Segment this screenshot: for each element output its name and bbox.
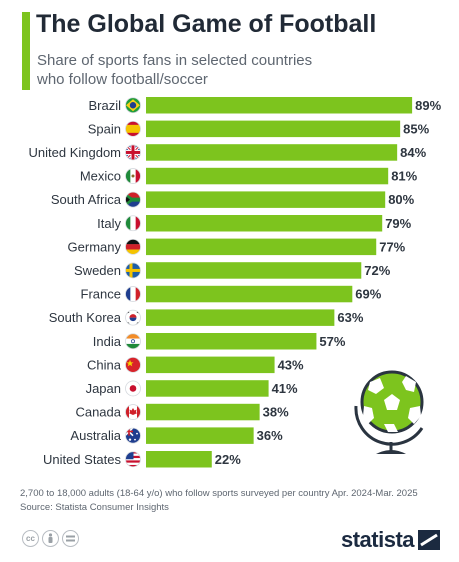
flag-germany-icon bbox=[125, 238, 141, 255]
value-label: 63% bbox=[337, 310, 363, 325]
soccer-ball-globe-icon bbox=[354, 370, 424, 454]
category-label: United States bbox=[43, 452, 122, 467]
chart-subtitle: Share of sports fans in selected countri… bbox=[37, 52, 313, 88]
statista-logo-icon bbox=[418, 530, 441, 550]
value-label: 85% bbox=[403, 121, 429, 136]
bar-india bbox=[146, 333, 317, 350]
value-label: 36% bbox=[257, 428, 283, 443]
bar-japan bbox=[146, 380, 269, 397]
chart-title: The Global Game of Football bbox=[36, 10, 377, 38]
flag-south-africa-icon bbox=[125, 191, 141, 208]
source-note: Source: Statista Consumer Insights bbox=[20, 502, 169, 513]
value-label: 79% bbox=[385, 216, 411, 231]
value-label: 89% bbox=[415, 98, 441, 113]
bar-united-states bbox=[146, 451, 212, 468]
flag-united-kingdom-icon bbox=[125, 144, 141, 161]
flag-italy-icon bbox=[125, 215, 141, 232]
footnote: 2,700 to 18,000 adults (18-64 y/o) who f… bbox=[20, 487, 450, 515]
bar-united-kingdom bbox=[146, 144, 398, 161]
value-label: 22% bbox=[215, 452, 241, 467]
flag-australia-icon bbox=[125, 427, 141, 444]
category-label: Japan bbox=[86, 381, 121, 396]
bar-south-korea bbox=[146, 309, 335, 326]
category-label: Brazil bbox=[88, 98, 121, 113]
bar-germany bbox=[146, 238, 377, 256]
flag-india-icon bbox=[125, 333, 141, 350]
flag-brazil-icon bbox=[125, 97, 141, 114]
bar-spain bbox=[146, 120, 401, 138]
bar-sweden bbox=[146, 262, 362, 279]
value-label: 81% bbox=[391, 169, 417, 184]
bar-italy bbox=[146, 215, 383, 232]
category-label: China bbox=[87, 357, 122, 372]
value-label: 43% bbox=[278, 357, 304, 372]
flag-mexico-icon bbox=[125, 168, 141, 184]
category-label: Germany bbox=[68, 239, 122, 254]
no-derivatives-icon[interactable] bbox=[62, 530, 79, 547]
flag-sweden-icon bbox=[125, 262, 141, 279]
category-label: South Korea bbox=[49, 310, 122, 325]
category-label: Australia bbox=[70, 428, 121, 443]
category-label: Canada bbox=[75, 405, 121, 420]
value-label: 80% bbox=[388, 192, 414, 207]
category-label: Spain bbox=[88, 121, 121, 136]
value-label: 84% bbox=[400, 145, 426, 160]
flag-spain-icon bbox=[125, 120, 141, 137]
flag-south-korea-icon bbox=[125, 309, 141, 326]
attribution-icon[interactable] bbox=[42, 530, 59, 547]
category-label: United Kingdom bbox=[29, 145, 122, 160]
flag-china-icon bbox=[125, 356, 141, 373]
bar-australia bbox=[146, 427, 254, 444]
value-label: 57% bbox=[319, 334, 345, 349]
statista-logo[interactable]: statista bbox=[341, 527, 441, 553]
license-icons: cc bbox=[22, 530, 79, 547]
flag-france-icon bbox=[125, 286, 141, 302]
category-label: Mexico bbox=[80, 169, 121, 184]
bar-brazil bbox=[146, 97, 413, 114]
survey-note: 2,700 to 18,000 adults (18-64 y/o) who f… bbox=[20, 488, 418, 499]
creative-commons-icon[interactable]: cc bbox=[22, 530, 39, 547]
value-label: 41% bbox=[272, 381, 298, 396]
bar-china bbox=[146, 356, 275, 374]
flag-canada-icon bbox=[125, 404, 141, 420]
bar-south-africa bbox=[146, 191, 386, 208]
value-label: 38% bbox=[263, 405, 289, 420]
value-label: 69% bbox=[355, 287, 381, 302]
bar-mexico bbox=[146, 167, 389, 185]
bar-chart: Brazil 89% Spain 85% United Kingdom 84% Mexico… bbox=[29, 97, 442, 468]
category-label: France bbox=[81, 287, 121, 302]
flag-japan-icon bbox=[125, 380, 141, 397]
value-label: 77% bbox=[379, 239, 405, 254]
bar-canada bbox=[146, 403, 260, 421]
bar-france bbox=[146, 285, 353, 303]
category-label: Sweden bbox=[74, 263, 121, 278]
value-label: 72% bbox=[364, 263, 390, 278]
category-label: India bbox=[93, 334, 122, 349]
category-label: South Africa bbox=[51, 192, 122, 207]
brand-name: statista bbox=[341, 527, 415, 552]
flag-united-states-icon bbox=[125, 451, 141, 468]
title-accent-bar bbox=[22, 12, 30, 90]
category-label: Italy bbox=[97, 216, 121, 231]
